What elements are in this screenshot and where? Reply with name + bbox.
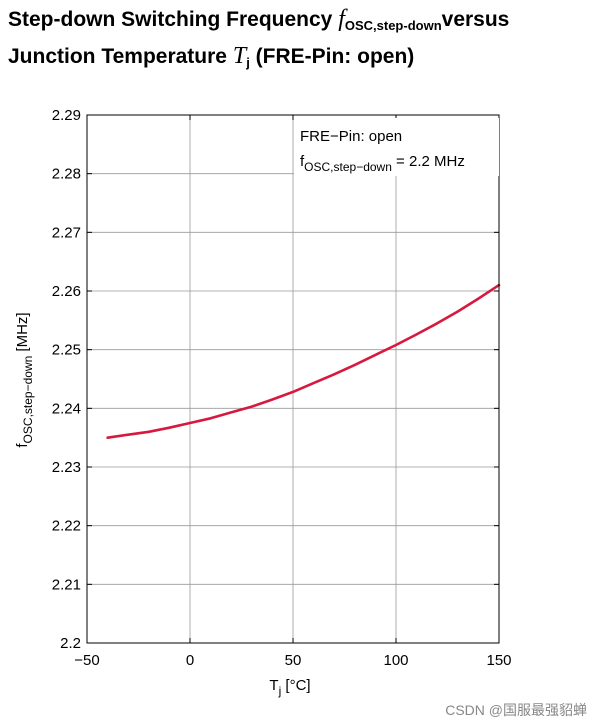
watermark: CSDN @国服最强貂蝉 <box>445 702 587 718</box>
title-line-2: Junction Temperature Tj (FRE-Pin: open) <box>8 41 598 78</box>
x-tick-label: 150 <box>486 652 511 669</box>
title-frequency-subscript: OSC,step-down <box>344 18 442 33</box>
title-temperature-subscript: j <box>246 55 250 70</box>
x-tick-label: −50 <box>74 652 99 669</box>
x-axis-label-unit: [°C] <box>281 677 310 694</box>
series-layer <box>106 283 501 440</box>
y-tick-label: 2.23 <box>52 459 81 476</box>
x-axis-label-subscript: j <box>278 684 282 698</box>
title-line-2-text: Junction Temperature <box>8 45 233 68</box>
annotation-line-2: fOSC,step−down = 2.2 MHz <box>300 153 465 174</box>
series-line <box>106 283 501 440</box>
y-tick-label: 2.2 <box>60 635 81 652</box>
x-axis-label: Tj [°C] <box>269 677 310 698</box>
y-axis-label: fOSC,step−down [MHz] <box>14 312 35 447</box>
y-tick-label: 2.28 <box>52 166 81 183</box>
grid-lines <box>87 115 499 643</box>
title-frequency-symbol: f <box>338 6 345 32</box>
annotation-value: = 2.2 MHz <box>392 153 465 170</box>
plot-frame <box>86 114 500 644</box>
annotation-background <box>294 118 499 176</box>
annotation-symbol: f <box>300 153 305 170</box>
x-axis-label-symbol: T <box>269 677 278 694</box>
y-axis-label-symbol: f <box>14 443 31 448</box>
chart-title: Step-down Switching Frequency fOSC,step-… <box>8 4 598 78</box>
title-line-1: Step-down Switching Frequency fOSC,step-… <box>8 4 598 41</box>
title-line-1-text: Step-down Switching Frequency <box>8 8 339 31</box>
y-tick-label: 2.27 <box>52 224 81 241</box>
y-tick-label: 2.26 <box>52 283 81 300</box>
x-tick-label: 100 <box>383 652 408 669</box>
y-tick-label: 2.29 <box>52 107 81 124</box>
y-axis-label-unit: [MHz] <box>14 312 31 355</box>
x-tick-label: 50 <box>285 652 302 669</box>
y-tick-label: 2.24 <box>52 400 81 417</box>
annotation-subscript: OSC,step−down <box>304 160 392 174</box>
title-line-2-tail: (FRE-Pin: open) <box>249 45 415 68</box>
y-axis-label-subscript: OSC,step−down <box>21 356 35 444</box>
title-temperature-symbol: T <box>232 43 247 69</box>
y-tick-label: 2.25 <box>52 342 81 359</box>
title-line-1-tail: versus <box>441 8 510 31</box>
y-tick-label: 2.21 <box>52 576 81 593</box>
x-tick-label: 0 <box>186 652 194 669</box>
annotation-line-1: FRE−Pin: open <box>300 128 402 145</box>
annotation-box: FRE−Pin: open fOSC,step−down = 2.2 MHz <box>294 118 499 176</box>
y-tick-label: 2.22 <box>52 518 81 535</box>
